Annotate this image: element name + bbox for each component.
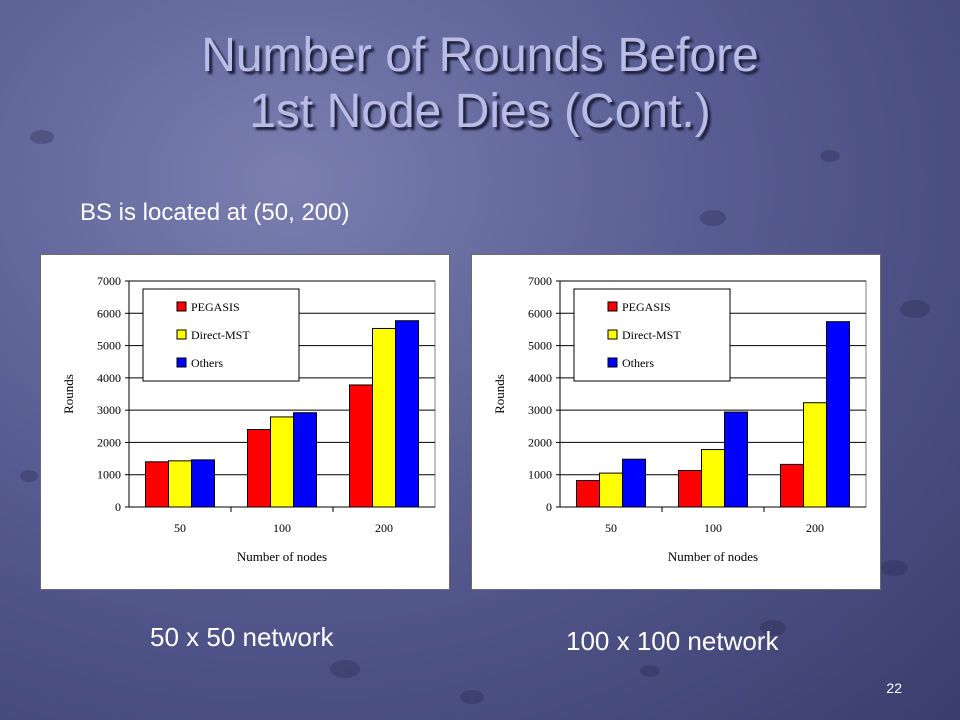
bar	[270, 416, 294, 508]
legend-swatch	[176, 357, 187, 368]
bar	[168, 460, 192, 508]
bar	[247, 429, 271, 508]
legend-label: PEGASIS	[622, 300, 671, 314]
y-tick-label: 1000	[528, 468, 552, 482]
y-tick-label: 4000	[97, 371, 121, 385]
y-axis-title: Rounds	[492, 374, 507, 414]
chart-panel-left: 0 1000 2000 3000 4000 5000 6000 7000 50 100 200 Num…	[40, 254, 450, 590]
page-number: 22	[886, 680, 902, 696]
bar	[678, 470, 702, 508]
bar-chart-100x100: 0 1000 2000 3000 4000 5000 6000 7000 50 100 200 Num…	[492, 274, 867, 564]
bar	[576, 480, 600, 508]
y-tick-label: 4000	[528, 371, 552, 385]
background-dot	[20, 470, 38, 482]
y-tick-label: 6000	[528, 306, 552, 320]
y-tick-label: 5000	[528, 339, 552, 353]
chart-caption-right: 100 x 100 network	[566, 626, 779, 656]
y-tick-label: 7000	[528, 274, 552, 288]
x-axis-title: Number of nodes	[237, 549, 327, 564]
y-tick-label: 3000	[97, 403, 121, 417]
slide-title: Number of Rounds Before 1st Node Dies (C…	[0, 28, 960, 140]
legend-swatch	[607, 301, 618, 312]
legend-label: Others	[191, 356, 223, 370]
y-tick-label: 7000	[97, 274, 121, 288]
bar	[293, 412, 317, 508]
background-dot	[760, 620, 786, 636]
background-dot	[820, 150, 840, 162]
y-tick-label: 6000	[97, 306, 121, 320]
y-tick-label: 5000	[97, 339, 121, 353]
slide-title-line1: Number of Rounds Before	[201, 29, 759, 82]
slide-title-line2: 1st Node Dies (Cont.)	[249, 85, 711, 138]
x-tick-label: 100	[273, 521, 291, 535]
x-tick-label: 50	[174, 521, 186, 535]
legend-label: Direct-MST	[622, 328, 681, 342]
y-axis-title: Rounds	[61, 374, 76, 414]
legend-swatch	[176, 301, 187, 312]
x-tick-label: 50	[605, 521, 617, 535]
x-tick-label: 100	[704, 521, 722, 535]
bar	[701, 449, 725, 508]
bar	[395, 320, 419, 508]
bar	[803, 402, 827, 508]
chart-caption-left: 50 x 50 network	[150, 622, 334, 652]
background-dot	[880, 560, 908, 576]
legend-box	[142, 288, 300, 382]
background-dot	[700, 210, 726, 226]
y-tick-label: 2000	[528, 435, 552, 449]
bar	[145, 461, 169, 508]
y-tick-label: 0	[546, 500, 552, 514]
y-tick-label: 3000	[528, 403, 552, 417]
x-tick-label: 200	[806, 521, 824, 535]
legend-label: Direct-MST	[191, 328, 250, 342]
bar-chart-50x50: 0 1000 2000 3000 4000 5000 6000 7000 50 100 200 Num…	[61, 274, 436, 564]
legend-swatch	[607, 357, 618, 368]
background-dot	[640, 665, 660, 677]
legend-swatch	[607, 329, 618, 340]
bar	[826, 321, 850, 508]
y-tick-label: 0	[115, 500, 121, 514]
bar	[780, 463, 804, 508]
bar	[349, 384, 373, 508]
legend-box	[573, 288, 731, 382]
y-tick-label: 2000	[97, 435, 121, 449]
legend-label: Others	[622, 356, 654, 370]
x-axis-title: Number of nodes	[668, 549, 758, 564]
background-dot	[900, 300, 930, 318]
background-dot	[460, 690, 484, 704]
legend-label: PEGASIS	[191, 300, 240, 314]
x-tick-label: 200	[375, 521, 393, 535]
background-dot	[330, 660, 360, 678]
bar	[724, 411, 748, 508]
background-dot	[590, 120, 612, 134]
bar	[191, 459, 215, 508]
bar	[372, 327, 396, 508]
y-tick-label: 1000	[97, 468, 121, 482]
bar	[622, 458, 646, 508]
slide-subtitle: BS is located at (50, 200)	[80, 199, 350, 226]
chart-panel-right: 0 1000 2000 3000 4000 5000 6000 7000 50 100 200 Num…	[471, 254, 881, 590]
bar	[599, 472, 623, 508]
legend-swatch	[176, 329, 187, 340]
background-dot	[30, 130, 54, 144]
